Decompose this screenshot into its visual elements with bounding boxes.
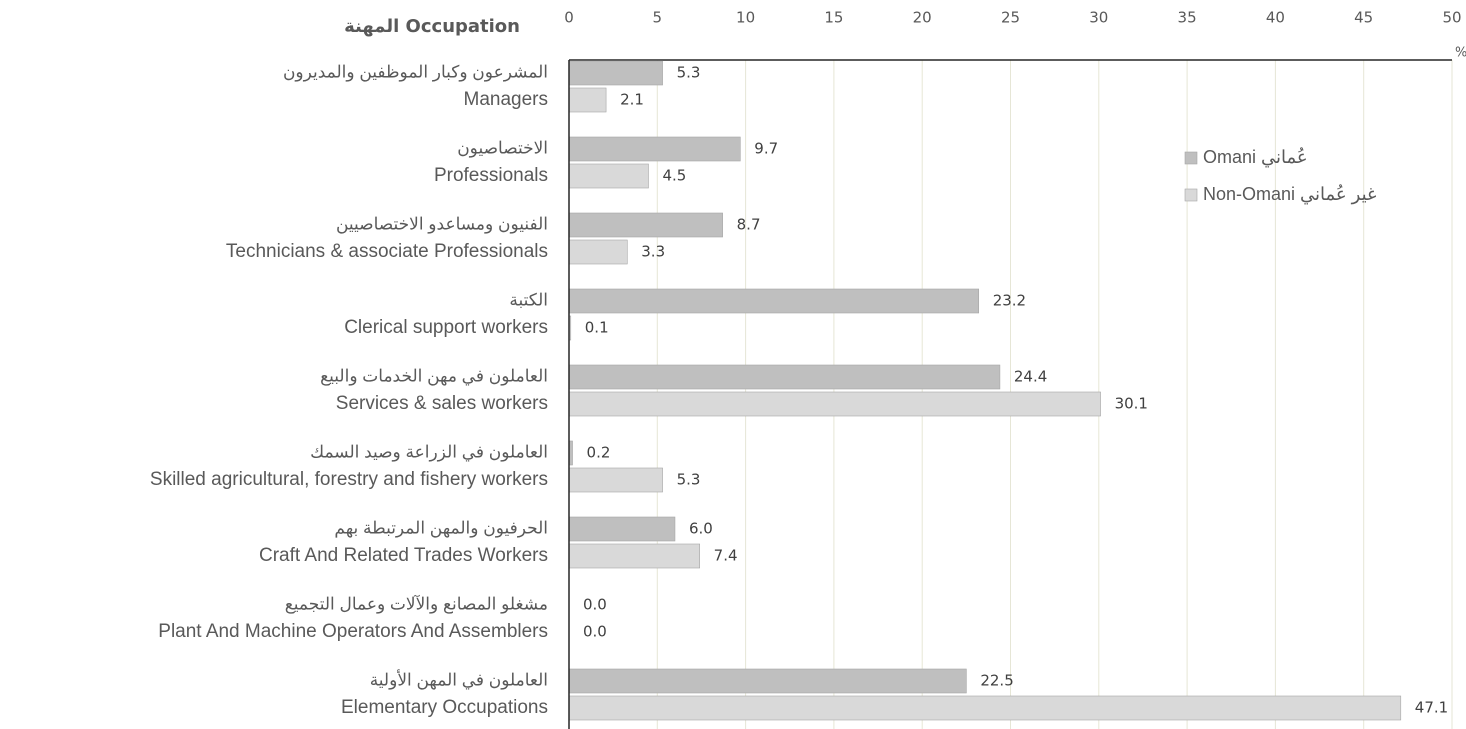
legend-label: Non-Omani غير عُماني xyxy=(1203,184,1376,205)
legend-label: Omani عُماني xyxy=(1203,147,1308,167)
category-label-ar: الاختصاصيون xyxy=(457,138,548,158)
x-tick-label: 40 xyxy=(1266,9,1285,27)
x-tick-label: 30 xyxy=(1089,9,1108,27)
x-tick-label: 50 xyxy=(1442,9,1461,27)
category-label: Technicians & associate Professionals xyxy=(226,241,548,262)
data-label: 7.4 xyxy=(714,547,738,565)
bar xyxy=(568,364,1001,390)
x-tick-label: 5 xyxy=(653,9,663,27)
legend-swatch xyxy=(1184,188,1198,202)
data-label: 23.2 xyxy=(993,292,1026,310)
category-label: Plant And Machine Operators And Assemble… xyxy=(158,621,548,642)
axis-label: المهنة Occupation xyxy=(344,16,520,37)
data-label: 30.1 xyxy=(1115,395,1148,413)
category-label: Clerical support workers xyxy=(344,317,548,338)
data-label: 47.1 xyxy=(1415,699,1448,717)
x-tick-label: 35 xyxy=(1178,9,1197,27)
data-label: 5.3 xyxy=(677,471,701,489)
data-label: 8.7 xyxy=(737,216,761,234)
x-tick-label: 20 xyxy=(913,9,932,27)
bar xyxy=(568,516,676,542)
data-label: 0.2 xyxy=(587,444,611,462)
category-label-ar: الكتبة xyxy=(509,290,548,309)
data-label: 6.0 xyxy=(689,520,713,538)
data-label: 22.5 xyxy=(980,672,1013,690)
category-label-ar: العاملون في المهن الأولية xyxy=(370,669,548,690)
bar xyxy=(568,239,628,265)
category-label: Professionals xyxy=(434,165,548,186)
data-label: 4.5 xyxy=(662,167,686,185)
data-label: 0.0 xyxy=(583,623,607,641)
bar xyxy=(568,136,741,162)
category-label: Managers xyxy=(464,89,549,110)
bar xyxy=(568,467,663,493)
x-tick-label: 0 xyxy=(564,9,574,27)
bar xyxy=(568,543,700,569)
data-label: 5.3 xyxy=(677,64,701,82)
bar xyxy=(568,288,980,314)
bar xyxy=(568,391,1101,417)
category-label-ar: مشغلو المصانع والآلات وعمال التجميع xyxy=(285,594,548,614)
bar xyxy=(568,668,967,694)
x-tick-label: 10 xyxy=(736,9,755,27)
category-label: Elementary Occupations xyxy=(341,697,548,718)
bar xyxy=(568,87,607,113)
x-tick-label: 25 xyxy=(1001,9,1020,27)
category-label: Skilled agricultural, forestry and fishe… xyxy=(150,469,548,490)
category-label-ar: العاملون في مهن الخدمات والبيع xyxy=(320,366,548,386)
category-label-ar: الحرفيون والمهن المرتبطة بهم xyxy=(334,518,548,538)
legend-swatch xyxy=(1184,151,1198,165)
bar xyxy=(568,60,663,86)
data-label: 0.0 xyxy=(583,596,607,614)
data-label: 9.7 xyxy=(754,140,778,158)
bar xyxy=(568,212,723,238)
category-label-ar: الفنيون ومساعدو الاختصاصيين xyxy=(336,214,548,234)
category-label: Services & sales workers xyxy=(336,393,548,414)
bar xyxy=(568,695,1402,721)
data-label: 0.1 xyxy=(585,319,609,337)
category-label-ar: العاملون في الزراعة وصيد السمك xyxy=(310,442,548,462)
category-label: Craft And Related Trades Workers xyxy=(259,545,548,566)
unit-label: % xyxy=(1455,46,1466,61)
bar xyxy=(568,163,649,189)
data-label: 3.3 xyxy=(641,243,665,261)
data-label: 24.4 xyxy=(1014,368,1047,386)
category-label-ar: المشرعون وكبار الموظفين والمديرون xyxy=(283,62,548,82)
x-tick-label: 15 xyxy=(824,9,843,27)
x-tick-label: 45 xyxy=(1354,9,1373,27)
data-label: 2.1 xyxy=(620,91,644,109)
